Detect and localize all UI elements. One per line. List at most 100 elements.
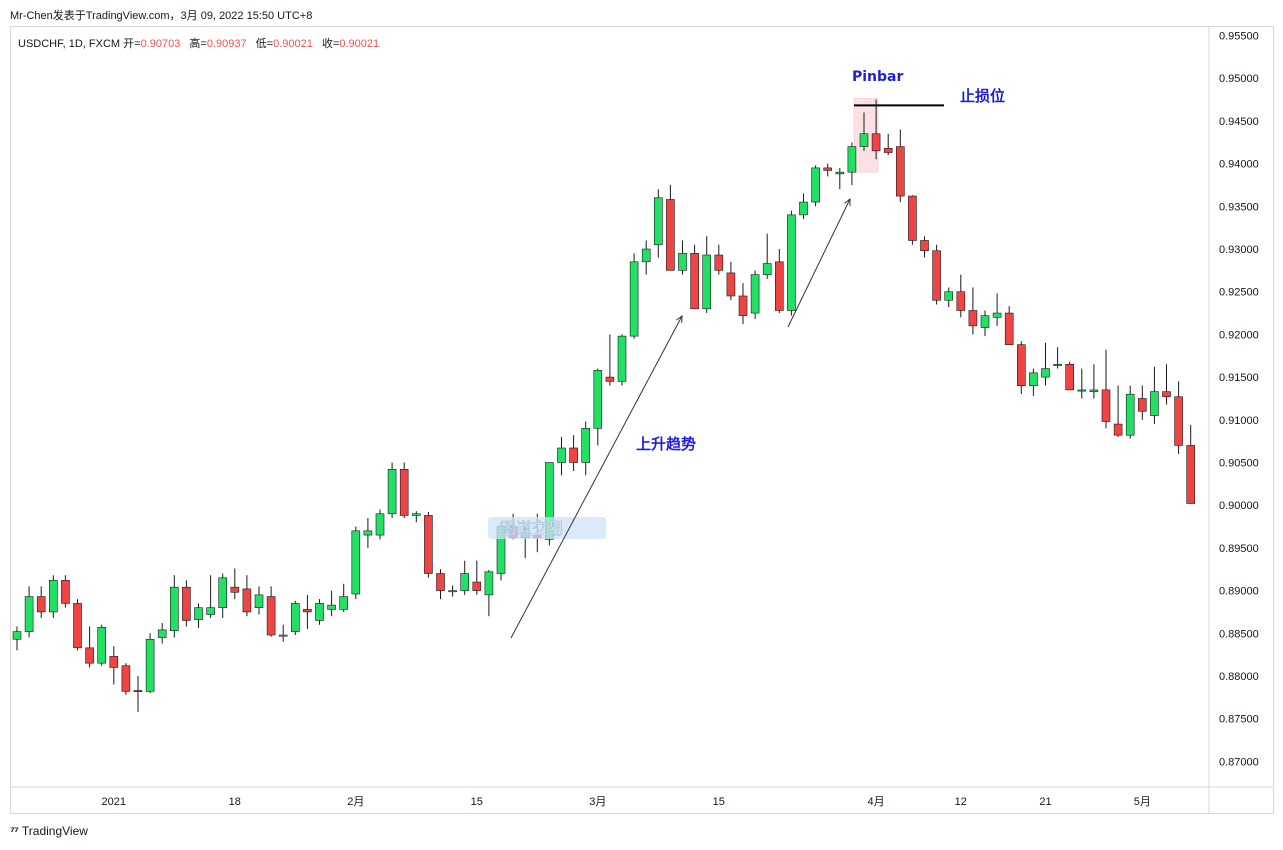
candle[interactable]	[1004, 306, 1014, 345]
candle[interactable]	[678, 240, 687, 275]
candle[interactable]	[278, 624, 288, 642]
candle[interactable]	[254, 586, 264, 615]
candle[interactable]	[617, 334, 627, 386]
candle[interactable]	[12, 626, 22, 651]
candle[interactable]	[859, 112, 869, 151]
candle[interactable]	[1150, 366, 1159, 425]
candle[interactable]	[1089, 364, 1099, 399]
candle[interactable]	[702, 236, 712, 314]
candle[interactable]	[73, 599, 82, 651]
candle[interactable]	[61, 575, 70, 608]
candle[interactable]	[97, 624, 106, 666]
candle[interactable]	[145, 633, 155, 694]
candle[interactable]	[835, 167, 845, 190]
candle[interactable]	[218, 573, 227, 618]
candle[interactable]	[799, 193, 808, 220]
candle[interactable]	[399, 462, 409, 519]
tradingview-brand[interactable]: ⁷⁷ TradingView	[10, 824, 88, 838]
candle[interactable]	[315, 599, 324, 625]
candle[interactable]	[968, 287, 978, 335]
candle[interactable]	[653, 189, 663, 258]
candle[interactable]	[883, 133, 893, 156]
candle[interactable]	[1113, 385, 1123, 437]
candle[interactable]	[1077, 368, 1087, 399]
candle[interactable]	[24, 586, 34, 638]
chart-frame[interactable]	[10, 26, 1274, 814]
candle[interactable]	[605, 334, 615, 386]
watermark-text: 图道交易	[500, 519, 564, 538]
candle[interactable]	[629, 253, 639, 339]
candle[interactable]	[750, 270, 760, 320]
candle[interactable]	[871, 99, 881, 160]
candle[interactable]	[895, 129, 905, 203]
candle[interactable]	[1053, 347, 1062, 369]
candle[interactable]	[762, 233, 772, 279]
candle[interactable]	[726, 261, 736, 301]
candle[interactable]	[908, 195, 917, 245]
candle[interactable]	[557, 436, 566, 476]
candle[interactable]	[1186, 424, 1195, 504]
candle[interactable]	[85, 626, 94, 668]
candle[interactable]	[1174, 381, 1183, 454]
candle[interactable]	[920, 236, 929, 258]
candle[interactable]	[472, 560, 482, 595]
candle[interactable]	[847, 142, 857, 185]
candle[interactable]	[339, 583, 349, 612]
candle[interactable]	[157, 623, 167, 644]
candle[interactable]	[593, 368, 603, 446]
candle[interactable]	[424, 512, 433, 578]
candle-body-down	[85, 647, 94, 664]
candle[interactable]	[811, 165, 820, 207]
candle[interactable]	[787, 210, 796, 316]
candle[interactable]	[230, 568, 240, 600]
candle[interactable]	[774, 249, 784, 314]
candle-body-down	[1004, 312, 1014, 345]
candle[interactable]	[823, 163, 833, 177]
candle[interactable]	[1162, 364, 1171, 405]
candle[interactable]	[303, 594, 312, 630]
candle[interactable]	[48, 575, 58, 618]
candle[interactable]	[569, 435, 578, 472]
candle[interactable]	[411, 511, 421, 523]
candle-body-down	[303, 609, 312, 613]
candle[interactable]	[944, 287, 954, 308]
candle[interactable]	[932, 244, 941, 305]
candle[interactable]	[206, 575, 215, 618]
candle[interactable]	[448, 585, 457, 597]
candle[interactable]	[182, 580, 191, 627]
candle[interactable]	[387, 462, 397, 519]
candle[interactable]	[194, 603, 203, 629]
candle[interactable]	[436, 569, 445, 600]
candle[interactable]	[133, 675, 143, 712]
candle[interactable]	[109, 646, 119, 685]
candle[interactable]	[363, 518, 373, 548]
candle[interactable]	[1016, 341, 1026, 395]
candle[interactable]	[351, 526, 361, 600]
candle[interactable]	[1138, 385, 1147, 420]
candle[interactable]	[242, 575, 252, 617]
candle[interactable]	[290, 600, 300, 635]
candle[interactable]	[484, 570, 494, 617]
candle[interactable]	[581, 421, 591, 476]
candle[interactable]	[170, 575, 179, 638]
candle[interactable]	[1065, 361, 1074, 391]
candle[interactable]	[641, 240, 651, 275]
candle[interactable]	[460, 560, 470, 595]
candle[interactable]	[690, 244, 699, 310]
candle[interactable]	[1041, 342, 1050, 386]
candle[interactable]	[1029, 368, 1038, 396]
candle[interactable]	[714, 244, 724, 275]
candle[interactable]	[992, 293, 1002, 326]
candle[interactable]	[375, 509, 385, 540]
candle[interactable]	[738, 283, 748, 325]
candle[interactable]	[121, 663, 131, 695]
candle[interactable]	[980, 310, 990, 337]
candle[interactable]	[1125, 385, 1135, 439]
candle[interactable]	[956, 274, 966, 318]
candle[interactable]	[1101, 349, 1111, 429]
candle[interactable]	[666, 184, 675, 271]
candle[interactable]	[327, 590, 336, 617]
candle[interactable]	[36, 586, 46, 618]
candle[interactable]	[266, 586, 276, 637]
